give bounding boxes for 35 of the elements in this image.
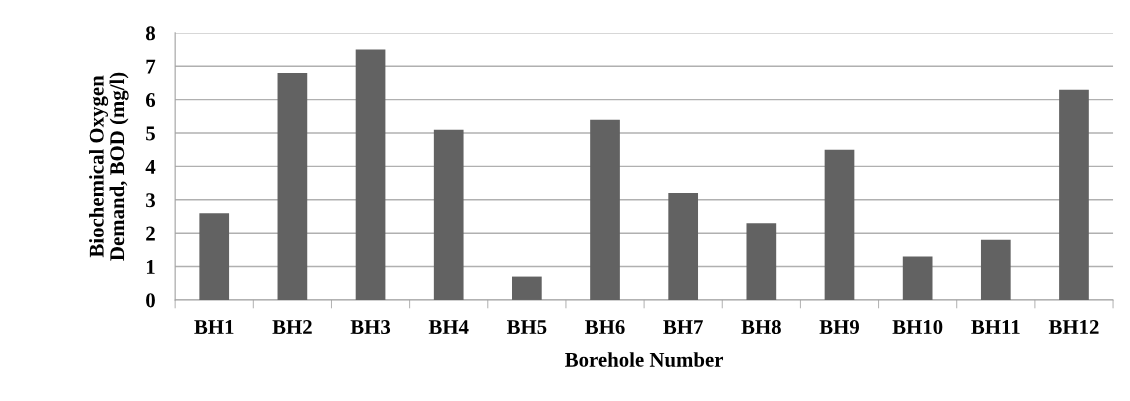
x-axis-title: Borehole Number xyxy=(565,352,724,367)
bar xyxy=(355,49,386,300)
x-tick-label: BH9 xyxy=(819,320,859,335)
x-tick-label: BH10 xyxy=(892,319,943,335)
bar xyxy=(1059,89,1089,300)
y-tick-label: 7 xyxy=(146,59,156,74)
x-tick-label: BH2 xyxy=(272,320,312,334)
y-tick-label: 0 xyxy=(146,293,155,308)
x-tick-label: BH8 xyxy=(741,319,781,335)
y-tick-label: 1 xyxy=(146,260,155,274)
x-tick-label: BH7 xyxy=(663,320,703,334)
y-tick-label: 6 xyxy=(146,93,156,108)
y-axis-title: Biochemical Oxygen Demand, BOD (mg/l) xyxy=(89,72,129,261)
bar xyxy=(590,119,620,300)
bar xyxy=(433,129,464,300)
x-tick-label: BH1 xyxy=(194,320,234,334)
x-tick-label: BH6 xyxy=(585,320,625,335)
x-tick-label: BH11 xyxy=(971,320,1020,334)
y-tick-label: 4 xyxy=(145,159,156,174)
bar xyxy=(746,223,777,300)
y-tick-label: 2 xyxy=(146,226,155,241)
x-tick-label: BH12 xyxy=(1048,320,1099,334)
x-tick-label: BH3 xyxy=(350,320,391,335)
bar xyxy=(199,213,230,300)
bar xyxy=(824,149,855,300)
y-tick-label: 8 xyxy=(145,26,156,41)
bar xyxy=(668,193,699,300)
x-tick-label: BH5 xyxy=(506,320,547,335)
bar xyxy=(512,276,542,300)
y-tick-label: 3 xyxy=(146,193,155,208)
bar xyxy=(277,72,308,300)
y-tick-label: 5 xyxy=(146,126,155,141)
bar xyxy=(980,239,1011,300)
x-tick-label: BH4 xyxy=(428,320,469,334)
bar xyxy=(902,256,933,300)
